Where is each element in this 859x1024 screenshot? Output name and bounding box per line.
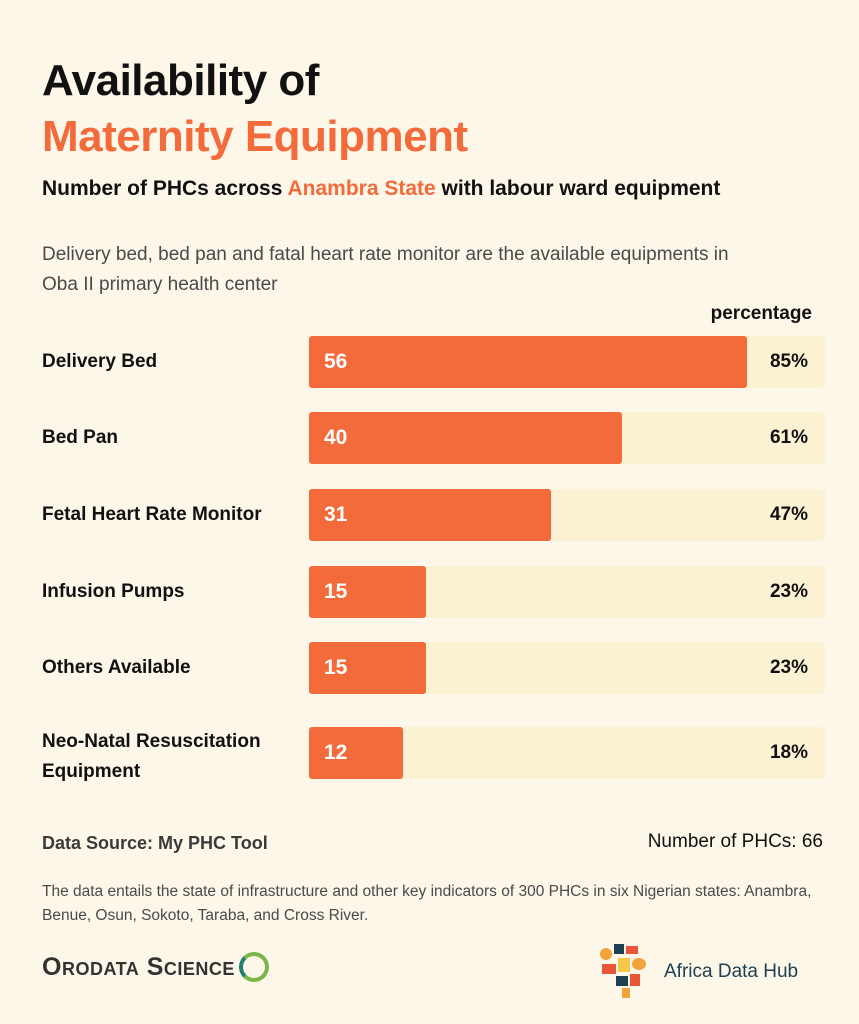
bar-chart: Delivery Bed 56 85% Bed Pan 40 61% Fetal Heart…	[0, 0, 859, 1024]
category-label: Delivery Bed	[42, 347, 297, 377]
africa-data-hub-name: Africa Data Hub	[664, 961, 798, 983]
bar-track: 15 23%	[309, 642, 825, 694]
percentage-label: 23%	[770, 566, 808, 618]
bar-value-label: 40	[324, 412, 347, 464]
category-label: Bed Pan	[42, 423, 297, 453]
bar-value-label: 15	[324, 566, 347, 618]
percentage-label: 47%	[770, 489, 808, 541]
bar-track: 15 23%	[309, 566, 825, 618]
footnote: The data entails the state of infrastruc…	[42, 880, 822, 928]
category-label: Neo-Natal Resuscitation Equipment	[42, 727, 297, 787]
bar-track: 56 85%	[309, 336, 825, 388]
orodata-logo: Orodata Science	[42, 952, 269, 982]
bar-value-label: 56	[324, 336, 347, 388]
bar-value-label: 31	[324, 489, 347, 541]
percentage-label: 85%	[770, 336, 808, 388]
category-label: Others Available	[42, 653, 297, 683]
bar-track: 40 61%	[309, 412, 825, 464]
bar-value-label: 15	[324, 642, 347, 694]
category-label: Infusion Pumps	[42, 577, 297, 607]
percentage-label: 18%	[770, 727, 808, 779]
africa-mosaic-icon	[598, 944, 654, 1000]
bar-value-label: 12	[324, 727, 347, 779]
bar-track: 12 18%	[309, 727, 825, 779]
bar: 40	[309, 412, 622, 464]
category-label: Fetal Heart Rate Monitor	[42, 500, 297, 530]
percentage-label: 23%	[770, 642, 808, 694]
percentage-label: 61%	[770, 412, 808, 464]
bar: 15	[309, 642, 426, 694]
bar: 15	[309, 566, 426, 618]
bar: 56	[309, 336, 747, 388]
orodata-ring-icon	[239, 952, 269, 982]
total-phcs: Number of PHCs: 66	[648, 831, 823, 853]
bar: 12	[309, 727, 403, 779]
africa-data-hub-logo: Africa Data Hub	[598, 944, 798, 1000]
bar: 31	[309, 489, 551, 541]
data-source: Data Source: My PHC Tool	[42, 833, 268, 854]
orodata-wordmark: Orodata Science	[42, 953, 235, 982]
bar-track: 31 47%	[309, 489, 825, 541]
